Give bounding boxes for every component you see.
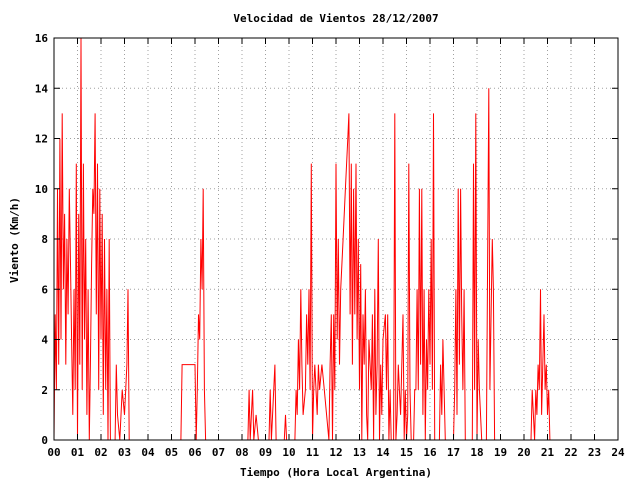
x-tick-label: 14 <box>376 446 390 459</box>
y-tick-label: 4 <box>41 334 48 347</box>
x-tick-label: 24 <box>611 446 625 459</box>
x-tick-label: 23 <box>588 446 601 459</box>
y-tick-label: 12 <box>35 133 48 146</box>
y-tick-label: 16 <box>35 32 49 45</box>
y-axis: 0 2 4 6 8 10 12 14 16 <box>35 32 618 447</box>
x-tick-label: 03 <box>118 446 131 459</box>
x-tick-label: 20 <box>517 446 530 459</box>
x-tick-label: 09 <box>259 446 272 459</box>
x-tick-label: 21 <box>541 446 555 459</box>
x-tick-label: 22 <box>564 446 577 459</box>
x-tick-label: 07 <box>212 446 225 459</box>
x-tick-label: 13 <box>353 446 366 459</box>
x-tick-label: 16 <box>423 446 437 459</box>
wind-speed-series-line <box>53 37 553 441</box>
x-axis: 00 01 02 03 04 05 06 07 08 09 10 11 12 13 14 15 16 17 18 19… <box>47 38 625 459</box>
x-tick-label: 02 <box>94 446 107 459</box>
series-layer <box>53 37 553 441</box>
chart-title: Velocidad de Vientos 28/12/2007 <box>233 12 438 25</box>
x-tick-label: 17 <box>447 446 460 459</box>
x-tick-label: 06 <box>188 446 202 459</box>
x-tick-label: 00 <box>47 446 60 459</box>
x-tick-label: 15 <box>400 446 413 459</box>
x-tick-label: 18 <box>470 446 483 459</box>
x-tick-label: 04 <box>141 446 155 459</box>
x-tick-label: 12 <box>329 446 342 459</box>
x-tick-label: 05 <box>165 446 178 459</box>
x-tick-label: 01 <box>71 446 85 459</box>
grid-lines <box>54 38 618 440</box>
y-tick-label: 6 <box>41 283 48 296</box>
x-tick-label: 10 <box>282 446 295 459</box>
y-axis-label: Viento (Km/h) <box>8 197 21 283</box>
y-tick-label: 0 <box>41 434 48 447</box>
y-tick-label: 10 <box>35 183 48 196</box>
x-tick-label: 08 <box>235 446 248 459</box>
y-tick-label: 14 <box>35 82 49 95</box>
x-tick-label: 19 <box>494 446 507 459</box>
x-tick-label: 11 <box>306 446 320 459</box>
y-tick-label: 8 <box>41 233 48 246</box>
x-axis-label: Tiempo (Hora Local Argentina) <box>240 466 432 479</box>
y-tick-label: 2 <box>41 384 48 397</box>
